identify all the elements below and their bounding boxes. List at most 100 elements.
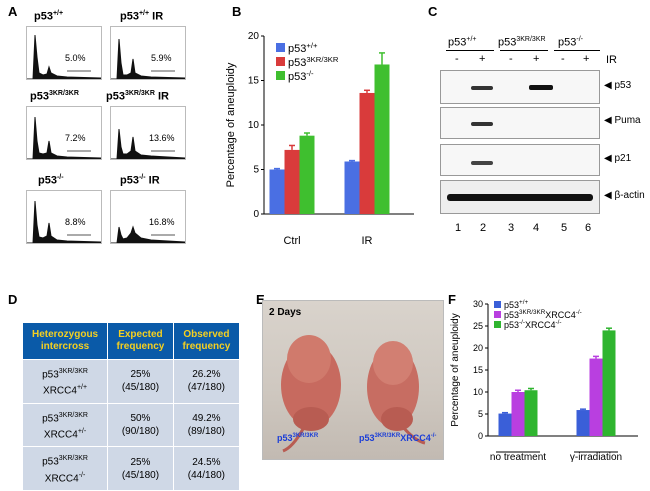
flow-histogram-wt-ir: 5.9%	[110, 26, 186, 80]
group-line-kr	[500, 50, 548, 51]
flow-percent-wt-ir: 5.9%	[151, 53, 172, 63]
legend-swatch	[276, 43, 285, 52]
blot-group-kr: p533KR/3KR	[498, 36, 546, 49]
aneuploidy-chart-f: 0 5 10 15 20 25 30 Percentage of aneuploidy no t…	[450, 299, 638, 463]
y-tick-label: 10	[473, 387, 483, 397]
lane-sign: +	[583, 53, 590, 65]
x-category-label: IR	[362, 235, 373, 247]
lane-number: 6	[585, 222, 592, 234]
x-category-label: no treatment	[490, 452, 546, 463]
flow-histogram-kr: 7.2%	[26, 106, 102, 160]
flow-percent-kr: 7.2%	[65, 133, 86, 143]
y-tick-label: 0	[253, 209, 259, 220]
table-header: Heterozygous intercross	[21, 322, 109, 360]
y-tick-label: 10	[248, 120, 260, 131]
y-tick-label: 20	[248, 31, 260, 42]
panel-label-c: C	[428, 4, 438, 19]
lane-number: 2	[480, 222, 487, 234]
lane-sign: +	[479, 53, 486, 65]
flow-title-wt: p53+/+	[34, 10, 64, 23]
y-tick-label: 5	[253, 165, 259, 176]
flow-percent-wt: 5.0%	[65, 53, 86, 63]
flow-percent-ko: 8.8%	[65, 217, 86, 227]
y-tick-label: 5	[478, 409, 483, 419]
blot-p53	[440, 70, 600, 104]
band-label-puma: ◀ Puma	[604, 115, 641, 126]
flow-title-kr-ir: p533KR/3KR IR	[106, 90, 169, 103]
legend-entry: p533KR/3KR	[288, 55, 339, 69]
panel-label-d: D	[8, 292, 18, 307]
y-tick-label: 15	[473, 365, 483, 375]
x-category-label: Ctrl	[283, 235, 300, 247]
pup-photo: 2 Days p533KR/3KR p533KR/3KRXRCC4-/-	[262, 300, 444, 460]
y-tick-label: 25	[473, 321, 483, 331]
y-tick-label: 0	[478, 431, 483, 441]
group-line-ko	[554, 50, 600, 51]
flow-title-wt-ir: p53+/+ IR	[120, 10, 164, 23]
genotype-table: Heterozygous intercross Expected frequen…	[21, 322, 241, 491]
blot-group-wt: p53+/+	[448, 36, 477, 49]
band-label-p53: ◀ p53	[604, 80, 632, 91]
panel-label-b: B	[232, 4, 242, 19]
flow-title-kr: p533KR/3KR	[30, 90, 79, 103]
table-row: p533KR/3KR XRCC4+/+ 25% (45/180) 26.2% (47/…	[21, 359, 241, 404]
y-axis-label: Percentage of aneuploidy	[450, 313, 461, 426]
flow-title-ko: p53-/-	[38, 174, 64, 187]
bar	[344, 161, 360, 214]
group-line-wt	[446, 50, 494, 51]
lane-number: 1	[455, 222, 462, 234]
bar	[602, 330, 616, 436]
panel-label-f: F	[448, 292, 456, 307]
blot-ir-label: IR	[606, 54, 617, 66]
lane-sign: -	[455, 53, 459, 65]
lane-number: 4	[533, 222, 540, 234]
photo-days-label: 2 Days	[269, 307, 302, 318]
bar	[299, 135, 315, 214]
bar	[576, 410, 590, 436]
bar	[589, 358, 603, 436]
legend-entry: p533KR/3KRXRCC4-/-	[504, 309, 582, 320]
flow-title-ko-ir: p53-/- IR	[120, 174, 160, 187]
flow-histogram-ko-ir: 16.8%	[110, 190, 186, 244]
blot-puma	[440, 107, 600, 139]
panel-label-e: E	[256, 292, 265, 307]
legend-swatch	[494, 311, 501, 318]
flow-histogram-wt: 5.0%	[26, 26, 102, 80]
panel-label-a: A	[8, 4, 18, 19]
pups-illustration	[281, 335, 426, 453]
bar	[498, 413, 512, 436]
flow-percent-kr-ir: 13.6%	[149, 133, 175, 143]
bar	[269, 169, 285, 214]
bar	[524, 390, 538, 436]
table-header: Expected frequency	[107, 322, 174, 360]
blot-group-ko: p53-/-	[558, 36, 583, 49]
flow-histogram-ko: 8.8%	[26, 190, 102, 244]
legend-entry: p53-/-XRCC4-/-	[504, 319, 561, 330]
legend-entry: p53+/+	[504, 299, 528, 310]
y-axis-label: Percentage of aneuploidy	[225, 62, 237, 187]
blot-actin	[440, 180, 600, 214]
legend-swatch	[494, 301, 501, 308]
legend-entry: p53-/-	[288, 69, 314, 83]
x-category-label: γ-irradiation	[570, 452, 622, 463]
y-tick-label: 30	[473, 299, 483, 309]
legend-swatch	[276, 71, 285, 80]
legend-entry: p53+/+	[288, 41, 318, 55]
lane-sign: -	[561, 53, 565, 65]
table-row: p533KR/3KR XRCC4+/- 50% (90/180) 49.2% (89/…	[21, 402, 241, 448]
bar	[284, 149, 300, 214]
photo-label-left: p533KR/3KR	[277, 433, 319, 443]
legend-swatch	[276, 57, 285, 66]
lane-number: 3	[508, 222, 515, 234]
lane-sign: +	[533, 53, 540, 65]
flow-percent-ko-ir: 16.8%	[149, 217, 175, 227]
aneuploidy-chart-b: 0 5 10 15 20 Percentage of aneuploidy Ctrl IR p5…	[225, 31, 414, 247]
bar	[359, 92, 375, 214]
y-tick-label: 15	[248, 76, 260, 87]
legend-swatch	[494, 321, 501, 328]
lane-sign: -	[509, 53, 513, 65]
y-tick-label: 20	[473, 343, 483, 353]
lane-number: 5	[561, 222, 568, 234]
flow-histogram-kr-ir: 13.6%	[110, 106, 186, 160]
blot-p21	[440, 144, 600, 176]
